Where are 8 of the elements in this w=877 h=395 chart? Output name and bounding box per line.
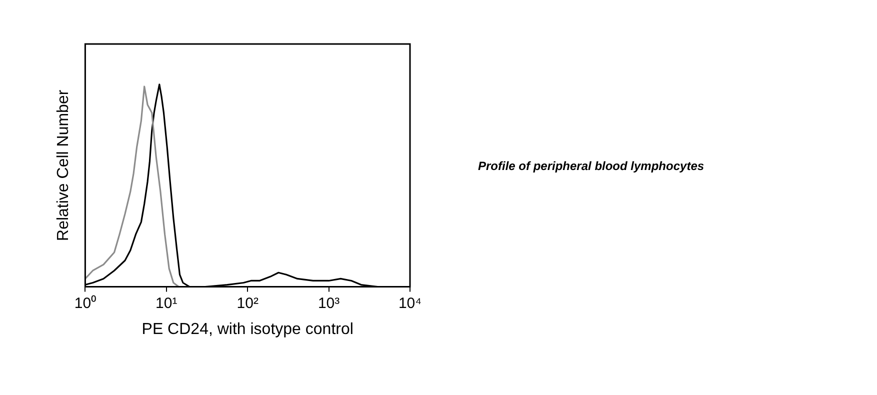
x-tick-label: 10³ (318, 294, 340, 312)
text: Profile of peripheral blood lymphocytes (478, 158, 706, 175)
x-tick-label: 10⁰ (74, 294, 96, 312)
y-axis-title: Relative Cell Number (55, 89, 72, 241)
x-axis-title: PE CD24, with isotype control (142, 320, 354, 338)
x-tick-label: 10² (236, 294, 258, 312)
x-tick-label: 10¹ (156, 294, 178, 312)
x-tick-label: 10⁴ (398, 294, 422, 312)
